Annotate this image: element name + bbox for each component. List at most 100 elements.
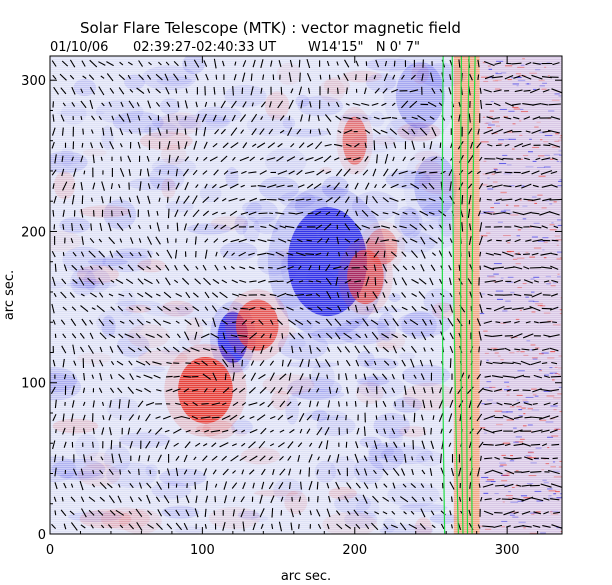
field-vector: [69, 59, 76, 68]
field-vector: [89, 99, 94, 109]
field-vector: [420, 508, 426, 518]
field-vector: [423, 427, 426, 436]
field-vector: [384, 60, 388, 67]
field-vector: [195, 101, 198, 108]
field-vector: [336, 101, 340, 108]
field-vector: [202, 264, 207, 271]
field-vector: [50, 386, 56, 394]
field-vector: [355, 60, 359, 67]
field-vector: [194, 317, 200, 327]
field-vector: [185, 238, 188, 243]
field-vector: [429, 468, 433, 476]
field-vector: [382, 88, 388, 94]
field-vector: [374, 184, 377, 189]
field-vector: [514, 320, 520, 324]
field-vector: [514, 89, 523, 93]
field-vector: [355, 523, 361, 529]
field-vector: [309, 442, 313, 447]
field-vector: [261, 481, 265, 490]
field-vector: [458, 467, 462, 477]
field-vector: [137, 278, 144, 285]
field-vector: [541, 362, 548, 365]
field-vector: [71, 102, 76, 107]
field-vector: [492, 184, 503, 188]
field-vector: [174, 209, 179, 218]
field-vector: [513, 266, 523, 270]
field-vector: [429, 237, 438, 244]
field-vector: [129, 496, 134, 503]
field-vector: [69, 510, 75, 516]
field-vector: [548, 211, 560, 216]
field-vector: [364, 142, 367, 149]
field-vector: [248, 386, 256, 394]
field-vector: [430, 440, 435, 449]
field-vector: [210, 348, 217, 351]
field-vector: [250, 372, 256, 381]
field-vector: [525, 321, 531, 324]
field-vector: [504, 347, 511, 352]
field-vector: [305, 156, 314, 161]
field-vector: [119, 61, 124, 66]
field-vector: [52, 359, 56, 367]
field-vector: [289, 59, 293, 68]
field-vector: [531, 74, 543, 80]
field-vector: [483, 211, 493, 215]
field-vector: [364, 333, 368, 339]
field-vector: [298, 523, 300, 529]
field-vector: [279, 115, 285, 121]
field-vector: [372, 373, 378, 381]
field-vector: [51, 127, 56, 136]
field-vector: [439, 319, 443, 325]
field-vector: [344, 157, 352, 160]
field-vector: [431, 524, 436, 529]
field-vector: [146, 168, 150, 177]
field-vector: [101, 401, 105, 406]
field-vector: [70, 496, 76, 502]
field-vector: [232, 509, 235, 517]
field-vector: [298, 59, 301, 68]
field-vector: [230, 100, 237, 109]
field-vector: [167, 113, 170, 123]
field-vector: [215, 251, 218, 257]
field-vector: [119, 320, 125, 324]
field-vector: [532, 239, 543, 243]
field-vector: [418, 171, 427, 174]
field-vector: [412, 428, 415, 434]
field-vector: [260, 523, 264, 530]
field-vector: [542, 525, 551, 528]
field-vector: [147, 209, 150, 217]
field-vector: [87, 345, 94, 354]
field-vector: [314, 156, 324, 162]
field-vector: [382, 292, 386, 298]
field-vector: [476, 318, 481, 327]
field-vector: [157, 306, 163, 312]
field-vector: [523, 89, 531, 92]
field-vector: [241, 402, 247, 406]
field-vector: [384, 305, 389, 312]
field-vector: [324, 143, 332, 147]
field-vector: [549, 198, 562, 201]
field-vector: [163, 346, 170, 353]
field-vector: [232, 358, 235, 368]
field-vector: [248, 441, 256, 449]
field-vector: [551, 279, 559, 283]
field-vector: [410, 250, 418, 259]
field-vector: [468, 194, 472, 205]
field-vector: [240, 307, 249, 310]
field-vector: [529, 88, 540, 94]
field-vector: [184, 75, 187, 80]
field-vector: [267, 184, 277, 189]
field-vector: [362, 116, 368, 120]
field-vector: [260, 427, 267, 435]
field-vector: [253, 509, 255, 516]
field-vector: [183, 223, 187, 231]
field-vector: [356, 116, 361, 120]
field-vector: [512, 211, 525, 216]
field-vector: [250, 86, 254, 96]
field-vector: [181, 415, 191, 420]
field-vector: [306, 198, 312, 201]
field-vector: [148, 115, 152, 121]
field-vector: [335, 276, 339, 286]
field-vector: [469, 73, 473, 81]
field-vector: [381, 183, 387, 189]
